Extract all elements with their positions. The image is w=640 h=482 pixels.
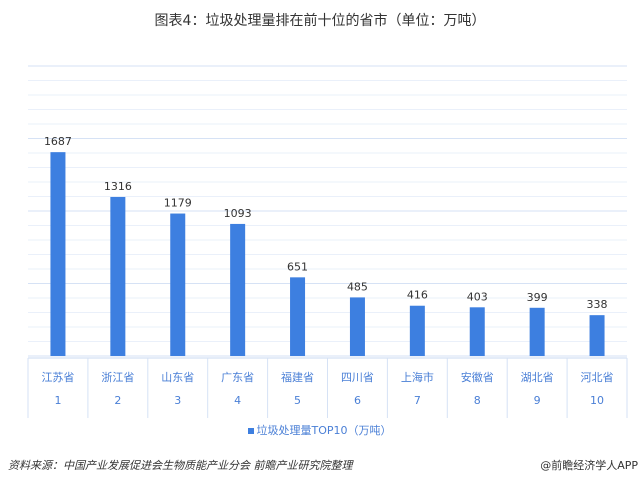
data-label: 403 <box>467 290 488 303</box>
rank-label: 7 <box>414 394 421 407</box>
data-label: 416 <box>407 289 428 302</box>
category-label: 四川省 <box>341 371 374 384</box>
bar <box>529 307 545 356</box>
data-label: 1687 <box>44 135 72 148</box>
bar <box>170 213 186 356</box>
rank-label: 3 <box>174 394 181 407</box>
data-label: 1179 <box>164 197 192 210</box>
bar <box>50 152 66 356</box>
bar <box>469 307 485 356</box>
category-label: 江苏省 <box>41 371 74 384</box>
rank-label: 9 <box>534 394 541 407</box>
category-label: 湖北省 <box>521 371 554 384</box>
data-label: 485 <box>347 280 368 293</box>
brand-label: @前瞻经济学人APP <box>540 459 638 472</box>
legend-swatch <box>248 428 255 434</box>
data-label: 651 <box>287 260 308 273</box>
rank-label: 8 <box>474 394 481 407</box>
category-label: 河北省 <box>581 371 614 384</box>
bar <box>290 277 306 356</box>
category-label: 上海市 <box>401 370 434 384</box>
data-label: 399 <box>527 291 548 304</box>
rank-label: 2 <box>114 394 121 407</box>
category-label: 安徽省 <box>461 370 494 384</box>
bar <box>589 315 605 356</box>
rank-label: 4 <box>234 394 241 407</box>
bar <box>230 223 246 356</box>
rank-label: 10 <box>590 394 604 407</box>
data-label: 338 <box>587 298 608 311</box>
bar <box>409 305 425 356</box>
data-label: 1316 <box>104 180 132 193</box>
bar <box>349 297 365 356</box>
data-label: 1093 <box>224 207 252 220</box>
category-label: 广东省 <box>221 371 254 384</box>
chart-title: 图表4：垃圾处理量排在前十位的省市（单位：万吨） <box>154 13 486 29</box>
rank-label: 6 <box>354 394 361 407</box>
rank-label: 1 <box>54 394 61 407</box>
source-note: 资料来源：中国产业发展促进会生物质能产业分会 前瞻产业研究院整理 <box>8 459 353 472</box>
bar <box>110 196 126 356</box>
category-label: 山东省 <box>161 371 194 384</box>
category-label: 福建省 <box>281 370 314 384</box>
category-label: 浙江省 <box>101 371 134 384</box>
legend-label: 垃圾处理量TOP10（万吨） <box>256 424 392 437</box>
legend: 垃圾处理量TOP10（万吨） <box>0 422 640 438</box>
rank-label: 5 <box>294 394 301 407</box>
